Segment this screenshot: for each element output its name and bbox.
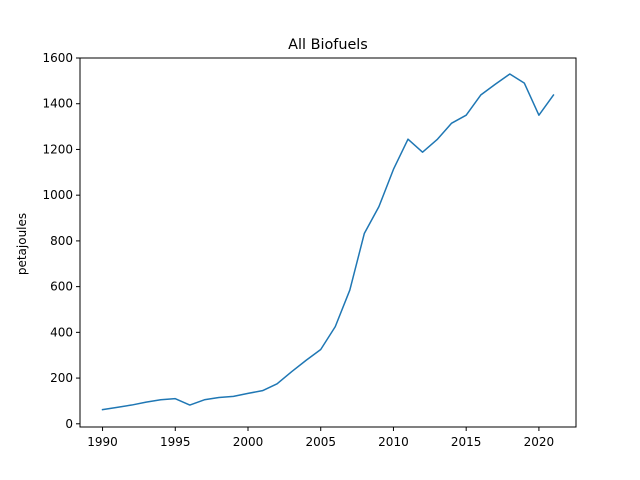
axis-ticks: 1990 1995 2000 2005 2010 2015 2020 0 200 400 600 80… [42, 51, 554, 449]
chart-title: All Biofuels [288, 37, 368, 53]
y-tick-label: 0 [65, 417, 73, 431]
y-tick-label: 1400 [42, 97, 73, 111]
x-tick-label: 2005 [305, 435, 336, 449]
series-line [101, 73, 555, 411]
y-tick-label: 600 [50, 280, 73, 294]
y-tick-label: 1600 [42, 51, 73, 65]
y-tick-label: 1000 [42, 188, 73, 202]
x-tick-label: 2020 [524, 435, 555, 449]
y-axis-label: petajoules [15, 213, 29, 275]
y-tick-label: 800 [50, 234, 73, 248]
x-tick-label: 1995 [160, 435, 191, 449]
y-tick-label: 1200 [42, 142, 73, 156]
y-tick-label: 200 [50, 371, 73, 385]
y-tick-label: 400 [50, 325, 73, 339]
x-tick-label: 2015 [451, 435, 482, 449]
x-tick-label: 2010 [378, 435, 409, 449]
series-layer [101, 73, 555, 411]
x-tick-label: 1990 [87, 435, 118, 449]
plot-area-frame [79, 57, 577, 428]
x-tick-label: 2000 [233, 435, 264, 449]
